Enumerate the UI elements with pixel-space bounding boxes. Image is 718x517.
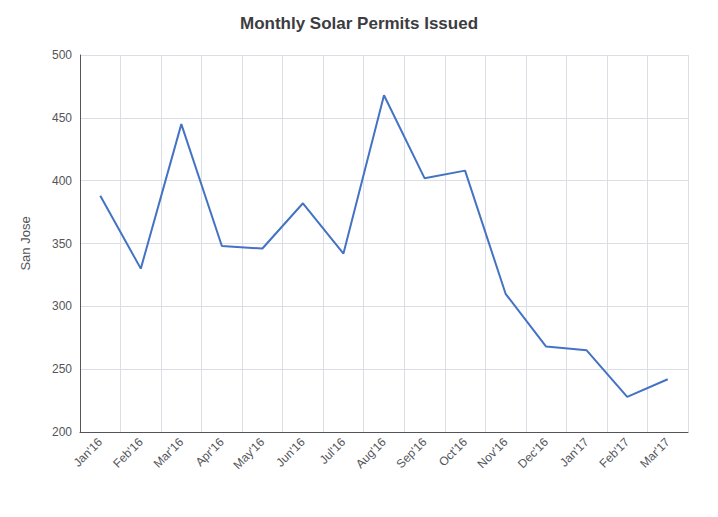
svg-text:Jul'16: Jul'16 xyxy=(317,435,349,467)
svg-text:350: 350 xyxy=(52,237,72,251)
svg-text:500: 500 xyxy=(52,48,72,62)
svg-text:May'16: May'16 xyxy=(230,435,267,472)
svg-text:200: 200 xyxy=(52,425,72,439)
svg-text:Feb'17: Feb'17 xyxy=(597,435,633,471)
svg-text:Jan'17: Jan'17 xyxy=(557,435,592,470)
svg-text:Dec'16: Dec'16 xyxy=(515,435,551,471)
svg-text:Oct'16: Oct'16 xyxy=(436,435,470,469)
svg-text:250: 250 xyxy=(52,362,72,376)
svg-text:Feb'16: Feb'16 xyxy=(110,435,146,471)
svg-text:450: 450 xyxy=(52,111,72,125)
svg-text:Aug'16: Aug'16 xyxy=(353,435,389,471)
svg-text:Monthly Solar Permits Issued: Monthly Solar Permits Issued xyxy=(240,14,478,33)
svg-text:Jan'16: Jan'16 xyxy=(71,435,106,470)
svg-text:400: 400 xyxy=(52,174,72,188)
svg-text:Mar'16: Mar'16 xyxy=(151,435,187,471)
svg-text:Sep'16: Sep'16 xyxy=(393,435,429,471)
svg-text:Apr'16: Apr'16 xyxy=(193,435,227,469)
svg-text:San Jose: San Jose xyxy=(18,216,33,270)
svg-text:Mar'17: Mar'17 xyxy=(637,435,673,471)
svg-text:300: 300 xyxy=(52,299,72,313)
svg-text:Nov'16: Nov'16 xyxy=(475,435,511,471)
svg-text:Jun'16: Jun'16 xyxy=(273,435,308,470)
